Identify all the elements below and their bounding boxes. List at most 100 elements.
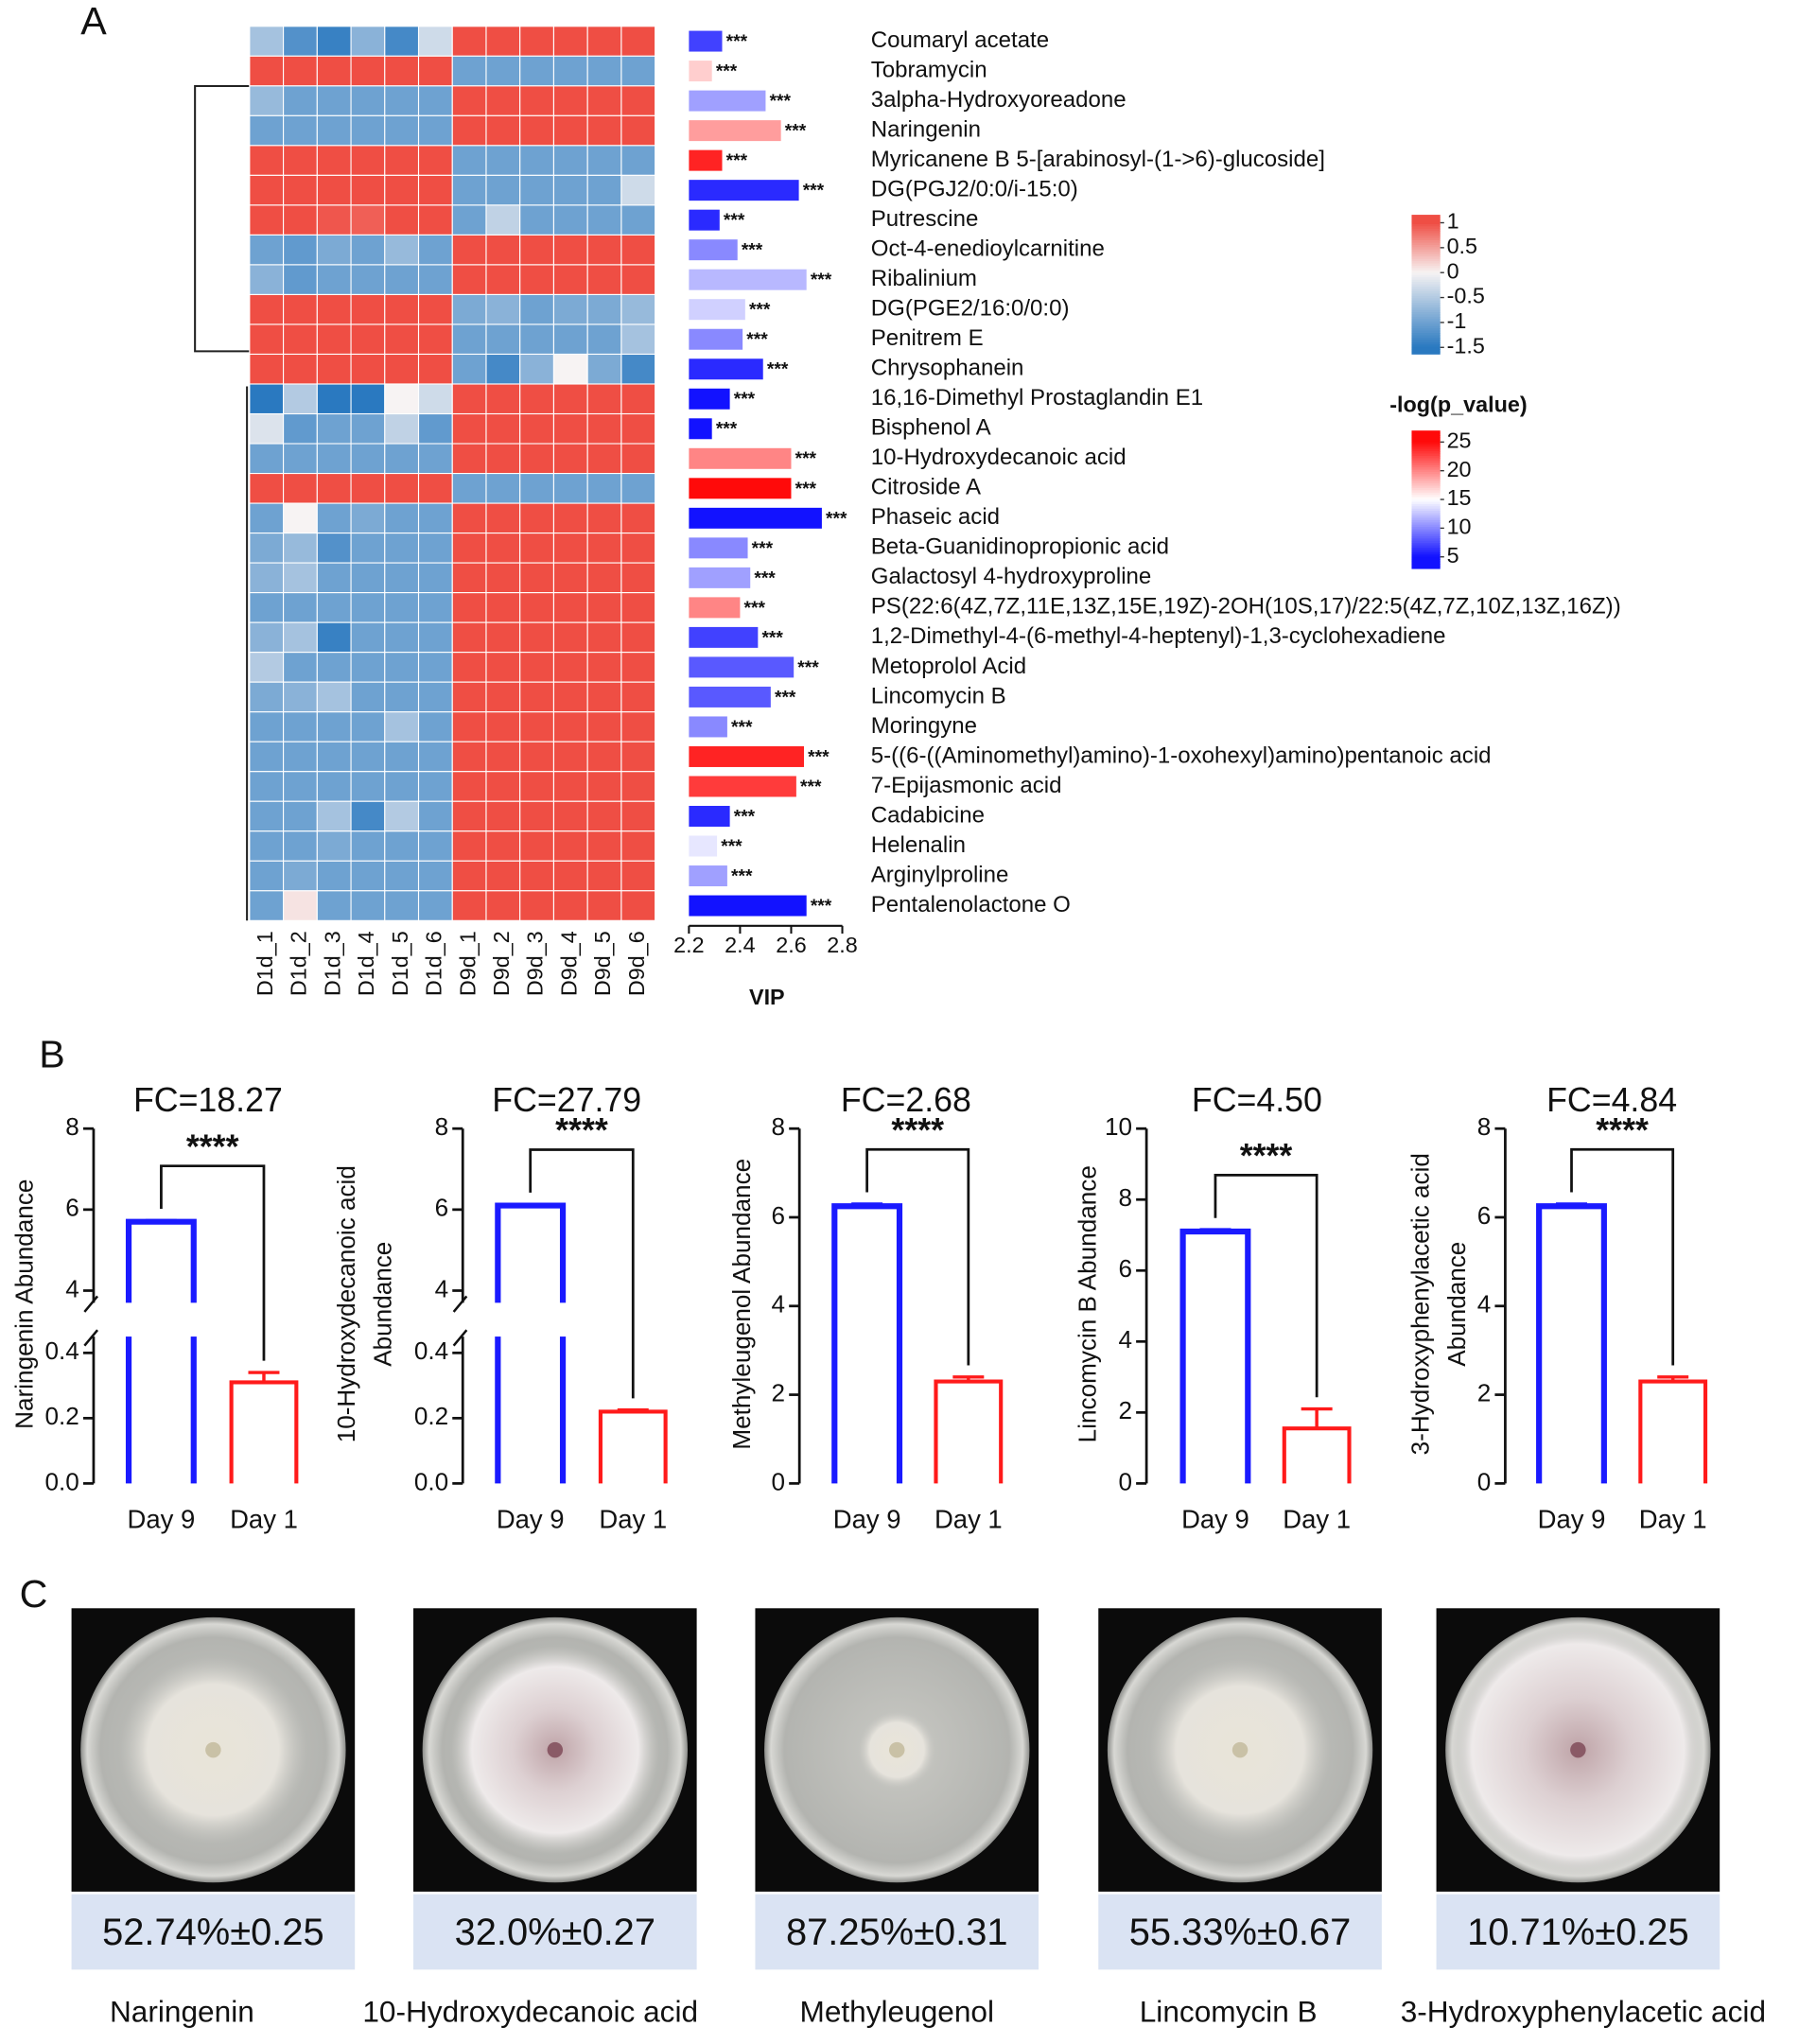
vip-bar — [689, 149, 723, 171]
heatmap-cell — [384, 711, 420, 742]
metabolite-label: Lincomycin B — [871, 683, 1006, 708]
heatmap-cell — [316, 860, 352, 892]
heatmap-cell — [451, 592, 487, 623]
heatmap-cell — [519, 741, 554, 773]
colorbar-segment — [1411, 495, 1441, 498]
heatmap-cell — [350, 711, 386, 742]
heatmap-cell — [451, 652, 487, 683]
heatmap-cell — [586, 85, 622, 116]
colorbar-segment — [1411, 524, 1441, 528]
heatmap-cell — [552, 741, 588, 773]
heatmap-cell — [586, 145, 622, 176]
heatmap-cell — [451, 85, 487, 116]
heatmap-cell — [552, 264, 588, 296]
heatmap-cell — [586, 711, 622, 742]
heatmap-cell — [316, 293, 352, 325]
heatmap-cell — [485, 323, 521, 356]
heatmap-cell — [620, 711, 656, 742]
heatmap-cell — [417, 562, 453, 594]
y-tick-label: 4 — [1477, 1290, 1492, 1319]
heatmap-cell — [451, 323, 487, 356]
heatmap-cell — [519, 562, 554, 594]
heatmap-cell — [586, 592, 622, 623]
x-tick-label: Day 1 — [934, 1504, 1003, 1533]
heatmap-cell — [283, 652, 318, 683]
heatmap-cell — [350, 890, 386, 921]
colorbar-segment — [1411, 508, 1441, 512]
heatmap-cell — [519, 234, 554, 266]
significance-label: *** — [785, 122, 807, 142]
heatmap-cell — [249, 652, 285, 683]
inhibition-box — [755, 1894, 1039, 1970]
colorbar-segment — [1411, 314, 1441, 318]
heatmap-cell — [519, 145, 554, 176]
heatmap-cell — [384, 830, 420, 862]
heatmap-cell — [451, 293, 487, 325]
colorbar-segment — [1411, 265, 1441, 270]
metabolite-label: DG(PGJ2/0:0/i-15:0) — [871, 176, 1078, 201]
inhibition-rate: 87.25%±0.31 — [786, 1912, 1008, 1953]
y-tick-label: 0.0 — [45, 1467, 79, 1495]
heatmap-cell — [417, 443, 453, 475]
heatmap-cell — [283, 502, 318, 534]
heatmap-cell — [519, 681, 554, 713]
heatmap-cell — [552, 323, 588, 356]
significance-label: **** — [891, 1111, 944, 1149]
y-tick-label: 8 — [1118, 1183, 1132, 1212]
y-tick-label: 0.2 — [414, 1402, 448, 1430]
heatmap-cell — [586, 830, 622, 862]
heatmap-cell — [620, 890, 656, 921]
heatmap-cell — [552, 562, 588, 594]
bar — [1179, 1228, 1251, 1484]
heatmap-cell — [485, 592, 521, 623]
colorbar-segment — [1411, 439, 1441, 444]
colorbar-segment — [1411, 480, 1441, 484]
colorbar-segment — [1411, 538, 1441, 542]
colorbar-segment — [1411, 290, 1441, 295]
heatmap-cell — [620, 353, 656, 385]
colorbar-segment — [1411, 513, 1441, 516]
y-tick-label: 4 — [65, 1274, 79, 1302]
compound-name: Lincomycin B — [1140, 1994, 1318, 2028]
heatmap-cell — [384, 681, 420, 713]
heatmap-cell — [519, 383, 554, 415]
colorbar-segment — [1411, 330, 1441, 334]
heatmap-cell — [552, 85, 588, 116]
heatmap-cell — [552, 652, 588, 683]
heatmap-cell — [316, 323, 352, 356]
significance-bracket — [160, 1164, 266, 1361]
heatmap-cell — [249, 55, 285, 87]
significance-label: *** — [795, 480, 817, 499]
heatmap-cell — [620, 85, 656, 116]
colorbar-segment — [1411, 453, 1441, 457]
vip-bar — [689, 865, 727, 887]
significance-label: *** — [716, 62, 738, 82]
heatmap-cell — [384, 293, 420, 325]
heatmap-cell — [417, 293, 453, 325]
heatmap-cell — [350, 55, 386, 87]
heatmap-cell — [283, 621, 318, 654]
heatmap-cell — [384, 890, 420, 921]
heatmap-cell — [485, 741, 521, 773]
heatmap-cell — [249, 741, 285, 773]
heatmap-cell — [552, 293, 588, 325]
y-tick-label: 10 — [1105, 1112, 1132, 1141]
heatmap-cell — [283, 293, 318, 325]
colorbar-segment — [1411, 515, 1441, 519]
heatmap-cell — [417, 533, 453, 564]
colorbar-segment — [1411, 295, 1441, 299]
colorbar-segment — [1411, 471, 1441, 476]
heatmap-cell — [519, 771, 554, 802]
heatmap-cell — [552, 114, 588, 147]
heatmap-cell — [384, 621, 420, 654]
colorbar-segment — [1411, 455, 1441, 460]
heatmap-cell — [384, 174, 420, 206]
heatmap-cell — [417, 741, 453, 773]
colorbar-segment — [1411, 463, 1441, 466]
heatmap-cell — [316, 830, 352, 862]
chart-title: FC=18.27 — [133, 1081, 283, 1119]
heatmap-cell — [249, 412, 285, 445]
heatmap-cell — [350, 264, 386, 296]
heatmap-cell — [552, 860, 588, 892]
bar — [1536, 1203, 1607, 1484]
